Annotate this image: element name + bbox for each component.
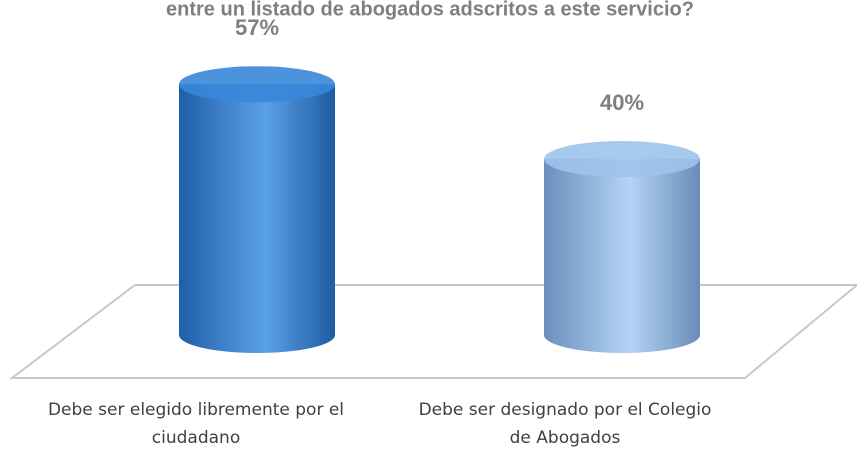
cylinder — [179, 66, 335, 353]
cylinder-top — [544, 141, 700, 177]
value-label: 40% — [600, 90, 644, 115]
cylinder-top — [179, 66, 335, 103]
category-label: Debe ser elegido libremente por el ciuda… — [47, 400, 345, 448]
cylinder — [544, 141, 700, 353]
category-label: Debe ser designado por el Colegio de Abo… — [418, 400, 712, 448]
cylinder-body — [544, 159, 700, 353]
floor — [9, 284, 857, 379]
value-label: 57% — [235, 15, 279, 40]
cylinder-body — [179, 84, 335, 353]
chart-title: entre un listado de abogados adscritos a… — [166, 0, 694, 20]
